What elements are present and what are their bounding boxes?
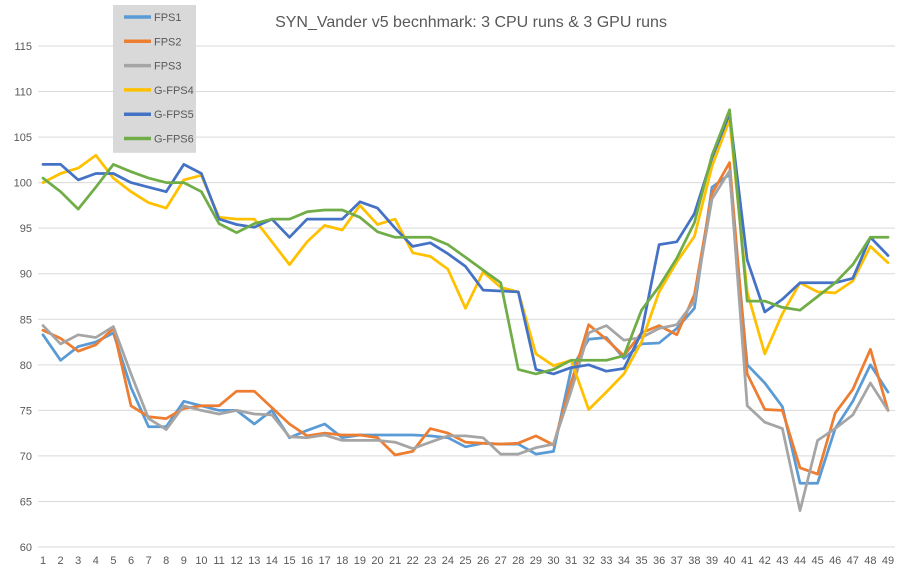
legend-label-FPS2: FPS2 bbox=[154, 36, 182, 48]
x-tick-label-26: 26 bbox=[477, 555, 489, 567]
x-tick-label-1: 1 bbox=[40, 555, 46, 567]
x-tick-label-4: 4 bbox=[93, 555, 99, 567]
legend-item-FPS2[interactable]: FPS2 bbox=[124, 36, 182, 48]
series-line-FPS3[interactable] bbox=[41, 169, 890, 512]
legend: FPS1 FPS2 FPS3 G-FPS4 G-FPS5 G-FPS6 bbox=[113, 5, 196, 153]
x-tick-label-45: 45 bbox=[811, 555, 823, 567]
chart-title: SYN_Vander v5 becnhmark: 3 CPU runs & 3 … bbox=[275, 14, 667, 31]
x-tick-label-2: 2 bbox=[58, 555, 64, 567]
x-tick-label-12: 12 bbox=[231, 555, 243, 567]
y-tick-label-80: 80 bbox=[20, 360, 32, 372]
legend-item-G-FPS6[interactable]: G-FPS6 bbox=[124, 134, 194, 146]
x-tick-label-19: 19 bbox=[354, 555, 366, 567]
x-tick-label-48: 48 bbox=[864, 555, 876, 567]
x-tick-label-30: 30 bbox=[547, 555, 559, 567]
legend-item-FPS1[interactable]: FPS1 bbox=[124, 12, 182, 24]
y-tick-label-85: 85 bbox=[20, 314, 32, 326]
x-tick-label-34: 34 bbox=[618, 555, 630, 567]
x-tick-label-28: 28 bbox=[512, 555, 524, 567]
x-tick-label-33: 33 bbox=[600, 555, 612, 567]
x-tick-label-27: 27 bbox=[495, 555, 507, 567]
x-tick-label-17: 17 bbox=[319, 555, 331, 567]
y-tick-label-95: 95 bbox=[20, 223, 32, 235]
y-tick-label-65: 65 bbox=[20, 496, 32, 508]
x-tick-label-29: 29 bbox=[530, 555, 542, 567]
x-tick-label-6: 6 bbox=[128, 555, 134, 567]
x-tick-label-25: 25 bbox=[459, 555, 471, 567]
legend-label-G-FPS4: G-FPS4 bbox=[154, 85, 194, 97]
legend-label-FPS1: FPS1 bbox=[154, 12, 182, 24]
x-tick-label-15: 15 bbox=[283, 555, 295, 567]
series-lines bbox=[41, 108, 890, 512]
series-line-FPS2[interactable] bbox=[41, 161, 890, 476]
series-line-G-FPS6[interactable] bbox=[41, 108, 890, 376]
x-tick-label-39: 39 bbox=[706, 555, 718, 567]
y-tick-label-90: 90 bbox=[20, 269, 32, 281]
x-tick-label-20: 20 bbox=[371, 555, 383, 567]
x-tick-label-23: 23 bbox=[424, 555, 436, 567]
x-tick-label-5: 5 bbox=[110, 555, 116, 567]
x-tick-label-49: 49 bbox=[882, 555, 894, 567]
series-line-G-FPS5[interactable] bbox=[41, 112, 890, 376]
x-tick-label-11: 11 bbox=[213, 555, 224, 567]
series-line-G-FPS4[interactable] bbox=[41, 118, 890, 411]
x-tick-label-43: 43 bbox=[776, 555, 788, 567]
legend-item-FPS3[interactable]: FPS3 bbox=[124, 61, 182, 73]
legend-label-FPS3: FPS3 bbox=[154, 61, 182, 73]
x-tick-label-32: 32 bbox=[583, 555, 595, 567]
x-tick-label-41: 41 bbox=[741, 555, 753, 567]
y-tick-label-105: 105 bbox=[14, 132, 32, 144]
legend-item-G-FPS4[interactable]: G-FPS4 bbox=[124, 85, 194, 97]
x-tick-label-40: 40 bbox=[723, 555, 735, 567]
y-axis-labels: 60 65 70 75 80 85 90 95 100 105 110 115 bbox=[14, 41, 32, 554]
y-tick-label-110: 110 bbox=[14, 87, 32, 99]
x-tick-label-42: 42 bbox=[759, 555, 771, 567]
x-tick-label-9: 9 bbox=[181, 555, 187, 567]
x-tick-label-10: 10 bbox=[195, 555, 207, 567]
legend-label-G-FPS6: G-FPS6 bbox=[154, 134, 194, 146]
x-tick-label-16: 16 bbox=[301, 555, 313, 567]
legend-background bbox=[113, 5, 196, 153]
x-tick-label-46: 46 bbox=[829, 555, 841, 567]
legend-item-G-FPS5[interactable]: G-FPS5 bbox=[124, 109, 194, 121]
x-tick-label-37: 37 bbox=[671, 555, 683, 567]
legend-label-G-FPS5: G-FPS5 bbox=[154, 109, 194, 121]
x-tick-label-31: 31 bbox=[565, 555, 577, 567]
x-tick-label-8: 8 bbox=[163, 555, 169, 567]
y-tick-label-100: 100 bbox=[14, 178, 32, 190]
x-tick-label-7: 7 bbox=[146, 555, 152, 567]
x-tick-label-44: 44 bbox=[794, 555, 806, 567]
x-tick-label-14: 14 bbox=[266, 555, 278, 567]
x-tick-label-18: 18 bbox=[336, 555, 348, 567]
x-tick-label-35: 35 bbox=[635, 555, 647, 567]
x-tick-label-22: 22 bbox=[407, 555, 419, 567]
x-tick-label-21: 21 bbox=[389, 555, 401, 567]
x-tick-label-3: 3 bbox=[75, 555, 81, 567]
x-tick-label-38: 38 bbox=[688, 555, 700, 567]
y-tick-label-60: 60 bbox=[20, 542, 32, 554]
x-tick-label-36: 36 bbox=[653, 555, 665, 567]
y-tick-label-115: 115 bbox=[14, 41, 32, 53]
x-tick-label-13: 13 bbox=[248, 555, 260, 567]
x-tick-label-24: 24 bbox=[442, 555, 454, 567]
x-tick-label-47: 47 bbox=[847, 555, 859, 567]
x-axis-labels: 1 2 3 4 5 6 7 8 9 10 11 12 13 14 15 16 17 18 19 20 21 22 23 24 2… bbox=[40, 555, 894, 567]
y-tick-label-75: 75 bbox=[20, 405, 32, 417]
y-tick-label-70: 70 bbox=[20, 451, 32, 463]
